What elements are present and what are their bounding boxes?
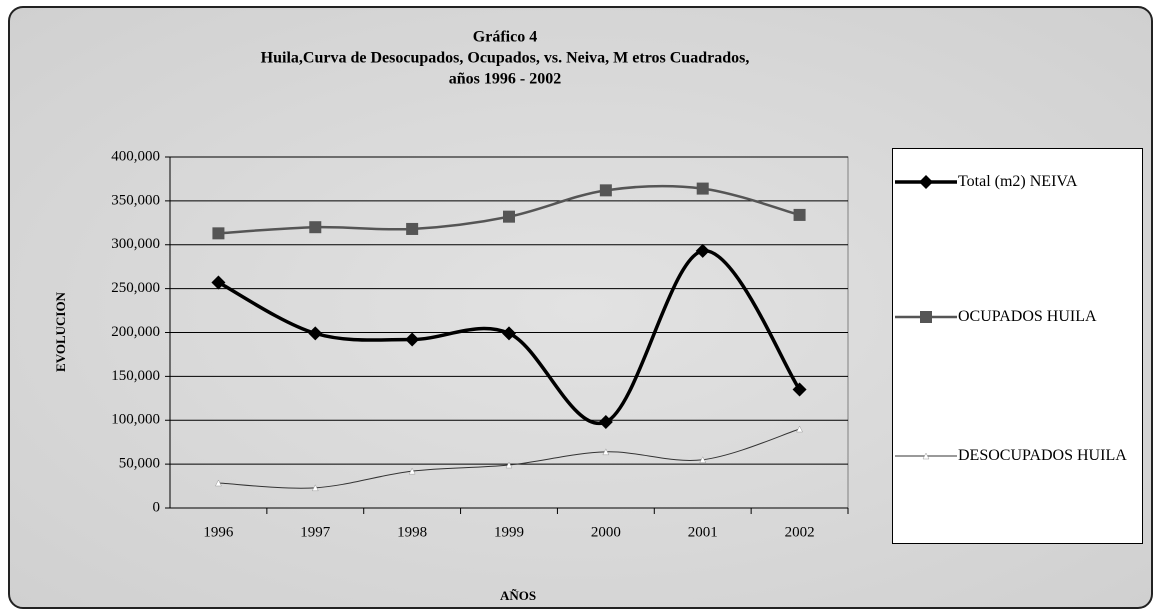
x-tick-label: 1996 — [203, 524, 234, 540]
y-tick-label: 0 — [153, 499, 161, 515]
marker — [920, 311, 932, 323]
marker — [215, 479, 222, 487]
marker — [311, 484, 319, 492]
marker — [212, 227, 225, 240]
legend-swatch — [895, 311, 957, 323]
marker — [406, 222, 419, 235]
y-tick-label: 50,000 — [119, 456, 160, 472]
marker — [503, 210, 515, 223]
legend-label: OCUPADOS HUILA — [958, 308, 1097, 325]
legend: Total (m2) NEIVA OCUPADOS HUILA DESOCUPADO… — [892, 148, 1143, 544]
marker — [598, 415, 613, 430]
y-tick-label: 200,000 — [111, 324, 160, 340]
marker — [211, 275, 226, 290]
x-tick-label: 2002 — [785, 524, 815, 540]
marker — [699, 456, 707, 463]
y-tick-label: 300,000 — [111, 236, 160, 252]
legend-swatch — [895, 452, 957, 460]
marker — [309, 221, 322, 234]
y-axis-label: EVOLUCION — [53, 291, 68, 372]
y-tick-label: 350,000 — [111, 192, 160, 208]
marker — [696, 182, 709, 195]
chart-title: Huila,Curva de Desocupados, Ocupados, vs… — [261, 50, 750, 67]
marker — [408, 467, 416, 475]
legend-label: DESOCUPADOS HUILA — [958, 447, 1127, 464]
x-tick-label: 1998 — [397, 524, 427, 540]
marker — [405, 332, 420, 347]
marker — [599, 184, 612, 197]
y-tick-label: 400,000 — [111, 148, 160, 164]
x-tick-label: 2001 — [688, 524, 718, 540]
x-tick-label: 2000 — [591, 524, 621, 540]
marker — [505, 461, 513, 469]
x-tick-label: 1999 — [494, 524, 524, 540]
x-axis-label: AÑOS — [500, 588, 536, 603]
x-tick-label: 1997 — [300, 524, 331, 540]
legend-label: Total (m2) NEIVA — [958, 173, 1078, 190]
legend-swatch — [895, 175, 957, 189]
marker — [919, 175, 933, 189]
marker — [792, 382, 807, 397]
y-tick-label: 250,000 — [111, 280, 160, 296]
marker — [922, 452, 930, 460]
marker — [695, 243, 710, 258]
chart-title: años 1996 - 2002 — [449, 71, 561, 88]
marker — [308, 326, 323, 341]
y-tick-label: 100,000 — [111, 412, 160, 428]
marker — [793, 208, 806, 221]
marker — [796, 425, 803, 433]
marker — [602, 448, 610, 456]
chart-title: Gráfico 4 — [473, 29, 537, 46]
marker — [502, 326, 516, 341]
y-tick-label: 150,000 — [111, 368, 160, 384]
